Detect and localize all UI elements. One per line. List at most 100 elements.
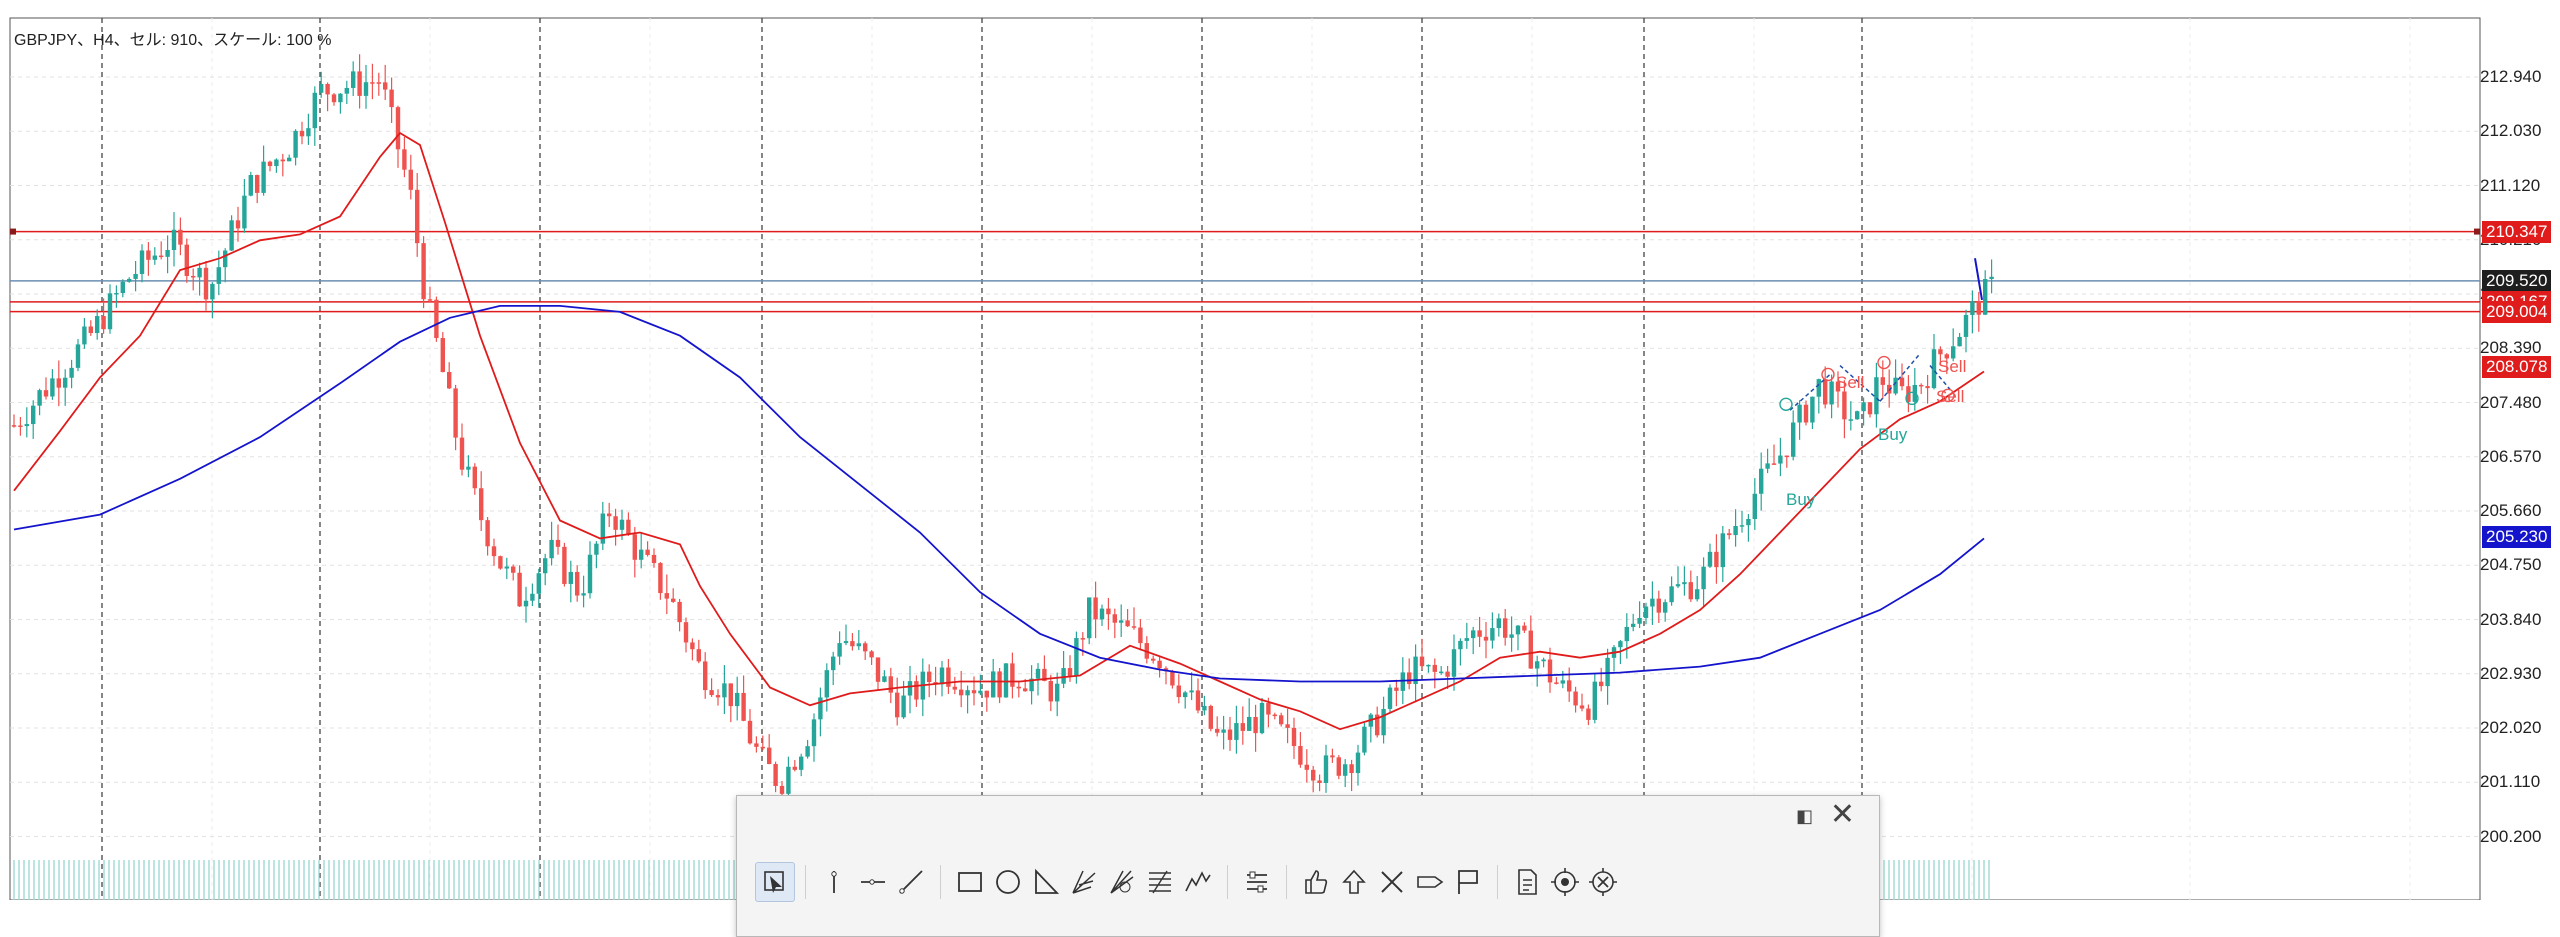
trend-line-icon[interactable] [892, 863, 930, 901]
candle-body [1675, 584, 1681, 587]
candle-body [82, 326, 87, 345]
candle-body [1343, 764, 1348, 776]
price-label-icon[interactable] [1411, 863, 1449, 901]
candle-body [127, 278, 132, 282]
candle-body [1189, 690, 1194, 693]
vertical-line-icon[interactable] [816, 863, 854, 901]
candle-body [1106, 608, 1111, 615]
candle-body [1394, 687, 1399, 691]
price-tick-label: 202.020 [2480, 718, 2542, 737]
candle-body [722, 683, 727, 698]
target-icon[interactable] [1546, 863, 1584, 901]
candle-body [1938, 349, 1943, 355]
candle-body [754, 743, 759, 747]
candle-body [1202, 705, 1207, 711]
candle-body [427, 299, 433, 301]
candle-body [1176, 685, 1181, 698]
candle-body [946, 667, 951, 687]
triangle-icon[interactable] [1027, 863, 1065, 901]
fibonacci-retracement-icon[interactable] [1141, 863, 1179, 901]
candle-body [267, 161, 273, 167]
trade-marker[interactable] [1821, 367, 1835, 382]
candle-body [459, 437, 465, 470]
candle-body [1400, 672, 1405, 691]
pitchfork-icon[interactable] [1065, 863, 1103, 901]
candle-body [984, 690, 989, 698]
close-icon[interactable]: ✕ [1829, 798, 1855, 831]
candle-body [760, 746, 765, 749]
candle-body [562, 546, 567, 584]
price-tag: 209.004 [2482, 300, 2552, 323]
candle-body [1515, 625, 1521, 635]
trade-marker[interactable] [1779, 397, 1793, 411]
candle-body [965, 690, 970, 696]
candle-body [1087, 597, 1092, 639]
candle-body [31, 405, 36, 425]
candle-body [549, 539, 554, 559]
candle-body [1349, 764, 1354, 774]
candle-body [1304, 764, 1309, 770]
chart-area[interactable]: Buy Sell Sell Buy Sell [0, 0, 2560, 901]
candle-body [875, 657, 881, 682]
arrow-up-icon[interactable] [1335, 863, 1373, 901]
candle-body [1823, 379, 1828, 405]
candle-body [901, 695, 906, 718]
candle-body [395, 107, 401, 150]
indicator-list-icon[interactable] [1238, 863, 1276, 901]
candle-body [799, 756, 804, 770]
fibonacci-fan-icon[interactable] [1103, 863, 1141, 901]
candle-body [1631, 623, 1636, 627]
candle-body [575, 571, 580, 596]
candle-body [325, 83, 330, 95]
price-chart[interactable]: Buy Sell Sell Buy Sell [0, 0, 2560, 901]
candle-body [600, 513, 605, 544]
line-handle[interactable] [2474, 228, 2480, 235]
candle-body [210, 283, 215, 300]
trade-label: Buy [1786, 490, 1816, 509]
slow-moving-average[interactable] [13, 305, 1985, 683]
candle-body [1791, 422, 1796, 457]
candle-body [1419, 656, 1425, 667]
document-icon[interactable] [1508, 863, 1546, 901]
candle-body [1880, 377, 1885, 385]
candle-body [1893, 377, 1898, 394]
candle-body [568, 571, 573, 584]
close-circle-icon[interactable] [1584, 863, 1622, 901]
candle-body [1272, 714, 1277, 717]
trade-marker[interactable] [1877, 355, 1891, 370]
drawing-toolbar[interactable]: ◧ ✕ [736, 795, 1880, 937]
candle-body [1432, 664, 1437, 672]
candle-body [299, 130, 305, 137]
candle-body [1259, 703, 1265, 734]
cross-icon[interactable] [1373, 863, 1411, 901]
candle-body [184, 244, 189, 276]
elliott-wave-icon[interactable] [1179, 863, 1217, 901]
candle-body [1464, 638, 1469, 641]
horizontal-line-icon[interactable] [854, 863, 892, 901]
candle-body [594, 543, 599, 555]
price-tick-label: 203.840 [2480, 609, 2542, 629]
trade-marker[interactable] [1905, 391, 1919, 406]
candle-body [850, 641, 855, 647]
candle-body [587, 554, 593, 594]
candle-body [229, 220, 234, 251]
price-tag: 209.520 [2482, 269, 2552, 292]
flag-icon[interactable] [1449, 863, 1487, 901]
price-tick-label: 205.660 [2480, 501, 2542, 520]
candle-body [479, 488, 484, 521]
candle-body [287, 157, 292, 162]
rectangle-icon[interactable] [951, 863, 989, 901]
line-handle[interactable] [10, 228, 16, 235]
candle-body [312, 92, 317, 129]
trade-marker[interactable] [1941, 388, 1955, 403]
pin-icon[interactable]: ◧ [1795, 806, 1813, 826]
cursor-select-icon[interactable] [755, 862, 795, 902]
fast-moving-average[interactable] [13, 131, 1985, 731]
candle-body [779, 785, 785, 794]
candle-body [1919, 384, 1924, 387]
candle-body [843, 641, 849, 644]
candle-body [1925, 386, 1930, 389]
thumb-up-icon[interactable] [1297, 863, 1335, 901]
candle-body [88, 326, 93, 333]
ellipse-icon[interactable] [989, 863, 1027, 901]
